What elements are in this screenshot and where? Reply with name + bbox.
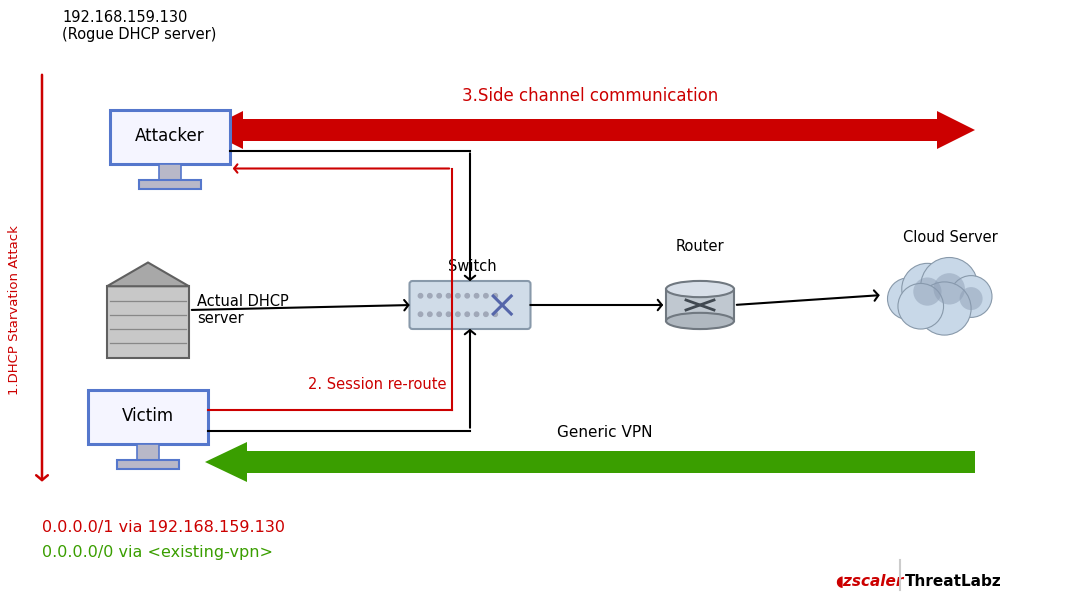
Circle shape bbox=[418, 312, 422, 316]
Circle shape bbox=[437, 294, 442, 298]
Circle shape bbox=[428, 312, 432, 316]
Circle shape bbox=[484, 312, 488, 316]
Circle shape bbox=[902, 263, 953, 315]
Circle shape bbox=[437, 312, 442, 316]
Circle shape bbox=[456, 312, 460, 316]
Text: Router: Router bbox=[676, 239, 725, 254]
Circle shape bbox=[418, 294, 422, 298]
FancyBboxPatch shape bbox=[137, 444, 159, 460]
FancyBboxPatch shape bbox=[666, 289, 734, 321]
Circle shape bbox=[484, 294, 488, 298]
Polygon shape bbox=[205, 111, 243, 149]
FancyBboxPatch shape bbox=[159, 164, 180, 180]
Circle shape bbox=[918, 282, 971, 335]
FancyBboxPatch shape bbox=[87, 390, 208, 444]
Text: Actual DHCP
server: Actual DHCP server bbox=[197, 294, 288, 326]
Text: 0.0.0.0/0 via <existing-vpn>: 0.0.0.0/0 via <existing-vpn> bbox=[42, 545, 273, 560]
Circle shape bbox=[914, 277, 942, 306]
Text: Attacker: Attacker bbox=[135, 127, 205, 145]
Circle shape bbox=[921, 258, 977, 315]
FancyBboxPatch shape bbox=[107, 286, 189, 358]
FancyBboxPatch shape bbox=[235, 119, 945, 141]
Text: Cloud Server: Cloud Server bbox=[903, 230, 997, 246]
FancyBboxPatch shape bbox=[117, 460, 179, 469]
Circle shape bbox=[950, 276, 993, 318]
Circle shape bbox=[474, 312, 478, 316]
Circle shape bbox=[465, 312, 470, 316]
Text: ThreatLabz: ThreatLabz bbox=[905, 575, 1002, 590]
Ellipse shape bbox=[666, 313, 734, 329]
Circle shape bbox=[494, 312, 498, 316]
Circle shape bbox=[897, 283, 944, 329]
FancyBboxPatch shape bbox=[243, 451, 975, 473]
FancyBboxPatch shape bbox=[973, 451, 975, 473]
Text: Switch: Switch bbox=[448, 259, 497, 274]
Circle shape bbox=[933, 273, 964, 304]
Circle shape bbox=[494, 294, 498, 298]
FancyBboxPatch shape bbox=[139, 180, 201, 189]
Circle shape bbox=[428, 294, 432, 298]
Circle shape bbox=[446, 294, 450, 298]
Circle shape bbox=[888, 278, 929, 320]
Circle shape bbox=[474, 294, 478, 298]
Polygon shape bbox=[107, 263, 189, 286]
Polygon shape bbox=[205, 442, 247, 482]
Polygon shape bbox=[937, 111, 975, 149]
FancyBboxPatch shape bbox=[110, 110, 230, 164]
Text: 3.Side channel communication: 3.Side channel communication bbox=[462, 87, 718, 105]
Ellipse shape bbox=[666, 281, 734, 297]
FancyBboxPatch shape bbox=[409, 281, 530, 329]
Text: Victim: Victim bbox=[122, 407, 174, 425]
Circle shape bbox=[446, 312, 450, 316]
Text: 1.DHCP Starvation Attack: 1.DHCP Starvation Attack bbox=[9, 225, 22, 395]
Text: 2. Session re-route: 2. Session re-route bbox=[309, 377, 447, 392]
Circle shape bbox=[960, 287, 983, 310]
Text: Generic VPN: Generic VPN bbox=[557, 425, 652, 440]
Circle shape bbox=[465, 294, 470, 298]
Text: ◖zscaler: ◖zscaler bbox=[835, 575, 903, 590]
Text: 0.0.0.0/1 via 192.168.159.130: 0.0.0.0/1 via 192.168.159.130 bbox=[42, 520, 285, 535]
Circle shape bbox=[456, 294, 460, 298]
Text: 192.168.159.130
(Rogue DHCP server): 192.168.159.130 (Rogue DHCP server) bbox=[62, 10, 216, 42]
